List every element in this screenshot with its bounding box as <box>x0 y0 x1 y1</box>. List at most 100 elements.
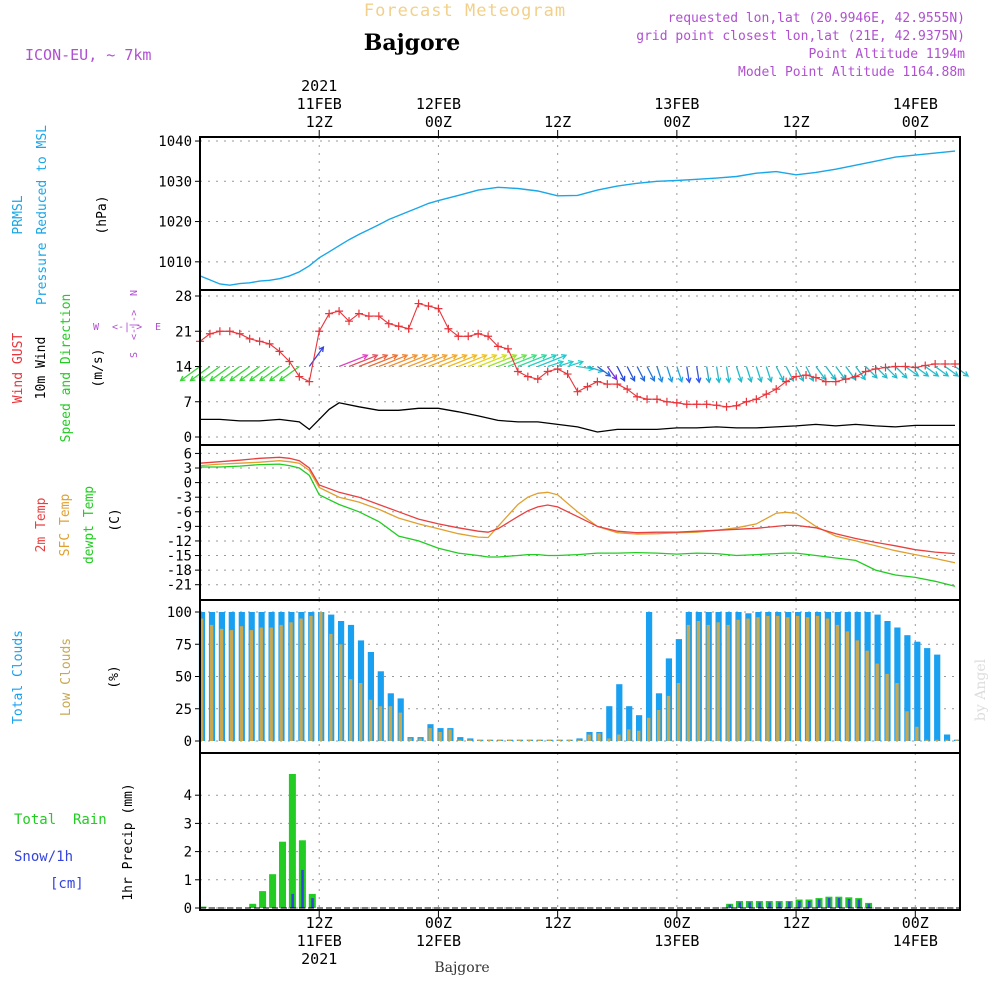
wind-barb <box>934 365 950 377</box>
wind-barb-head <box>268 375 276 382</box>
point-altitude: Point Altitude 1194m <box>808 47 965 62</box>
low-cloud-bar <box>875 663 879 741</box>
wind-barb-head <box>639 375 646 383</box>
wind-barb <box>835 366 846 381</box>
gust-marker <box>543 367 552 376</box>
plot-layer: 101010201030104007142128-21-18-15-12-9-6… <box>158 77 970 968</box>
wind-barb-shaft <box>398 354 428 368</box>
compass-w: W <box>93 322 100 333</box>
rain-bar <box>269 874 277 908</box>
wind-barb <box>656 366 664 383</box>
gust-marker <box>255 337 264 346</box>
low-cloud-bar <box>527 739 532 741</box>
gust-marker <box>891 362 900 371</box>
total-cloud-bar <box>616 684 623 741</box>
y-tick-label: 7 <box>184 395 192 411</box>
wind-barb <box>715 366 722 384</box>
gust-marker <box>652 395 661 404</box>
low-cloud-bar <box>269 627 273 741</box>
gust-marker <box>364 312 373 321</box>
wind-barb-shaft <box>686 366 690 383</box>
wind-barb <box>378 354 409 368</box>
y-tick-label: 0 <box>184 476 192 492</box>
total-cloud-bar <box>606 706 613 741</box>
t2m-line <box>199 456 956 555</box>
low-cloud-bar <box>915 726 919 741</box>
wind-barb-head <box>913 371 920 377</box>
low-cloud-bar <box>478 739 482 741</box>
rain-bar <box>279 841 286 908</box>
low-cloud-bar <box>388 706 393 741</box>
wind-barb <box>438 354 468 368</box>
bottom-time-label: 00Z <box>902 914 929 932</box>
precip-labels: Total Rain Snow/1h [cm] 1hr Precip (mm) <box>14 783 136 900</box>
gust-marker <box>583 382 592 391</box>
total-cloud-bar <box>924 648 931 741</box>
gust-marker <box>692 400 701 409</box>
y-tick-label: 1040 <box>158 134 192 150</box>
low-cloud-bar <box>855 640 859 741</box>
y-tick-label: 25 <box>175 702 192 718</box>
wind-barb-head <box>189 375 196 382</box>
wind-barb-shaft <box>735 366 743 382</box>
y-tick-label: -9 <box>175 519 192 535</box>
wind-barb-shaft <box>507 354 537 368</box>
low-cloud-bar <box>666 695 671 741</box>
panel-wind: 0 7 14 21 28 <box>175 289 960 446</box>
bottom-time-label: 12Z <box>783 914 810 932</box>
y-tick-label: 1020 <box>158 215 192 231</box>
wind-barb-head <box>901 372 908 379</box>
total-cloud-bar <box>457 737 464 741</box>
wind-barb-head <box>318 346 325 353</box>
gust-marker <box>374 312 383 321</box>
gust-marker <box>851 372 860 381</box>
gust-marker <box>623 385 632 394</box>
snow-bar <box>867 903 871 908</box>
wind-barb <box>467 354 498 368</box>
low-cloud-bar <box>955 739 959 741</box>
wind-barb-head <box>933 371 940 377</box>
wind-barb <box>477 354 508 368</box>
y-tick-label: 28 <box>175 289 192 305</box>
wind-barb-head <box>441 354 449 360</box>
gust-marker <box>732 401 741 410</box>
wind-barb-head <box>798 375 805 383</box>
wind-barb-shaft <box>725 366 730 383</box>
wind-barb-shaft <box>438 354 467 368</box>
wind-barb-head <box>605 371 612 377</box>
wind-barb <box>745 366 753 383</box>
wind-barb-shaft <box>666 366 673 382</box>
wind-barb <box>924 365 940 377</box>
low-cloud-bar <box>736 619 740 741</box>
wind-barb-head <box>747 376 753 383</box>
wind-barb-shaft <box>715 366 720 383</box>
snow-bar <box>798 901 801 908</box>
low-cloud-bar <box>498 739 502 741</box>
bottom-time-label: 12FEB <box>416 932 461 950</box>
precip-ylabel: 1hr Precip (mm) <box>121 783 136 900</box>
wind-barb-shaft <box>755 366 762 382</box>
snow-bar <box>837 898 841 908</box>
wind-barb <box>537 354 568 368</box>
wind-barb-shaft <box>229 365 251 382</box>
gust-marker <box>841 375 850 384</box>
gust-marker <box>643 395 652 404</box>
wind-barb <box>616 366 626 383</box>
wind-barb-shaft <box>805 366 814 382</box>
wind-barb-head <box>421 354 429 360</box>
wind-barb-head <box>611 374 618 381</box>
pressure-label-1: PRMSL <box>11 195 26 234</box>
wind-barb-shaft <box>924 365 939 377</box>
wind-barb-head <box>567 359 575 366</box>
low-cloud-bar <box>507 739 512 741</box>
wind-barb-head <box>620 375 626 383</box>
bottom-time-label: 11FEB <box>297 932 342 950</box>
temperature-labels: 2m Temp SFC Temp dewpt Temp (C) <box>34 486 123 564</box>
low-cloud-bar <box>895 683 899 741</box>
low-cloud-bar <box>309 615 313 741</box>
sfc-temp-line <box>199 460 956 564</box>
top-time-label: 12Z <box>306 113 333 131</box>
wind-barb-shaft <box>388 354 418 368</box>
